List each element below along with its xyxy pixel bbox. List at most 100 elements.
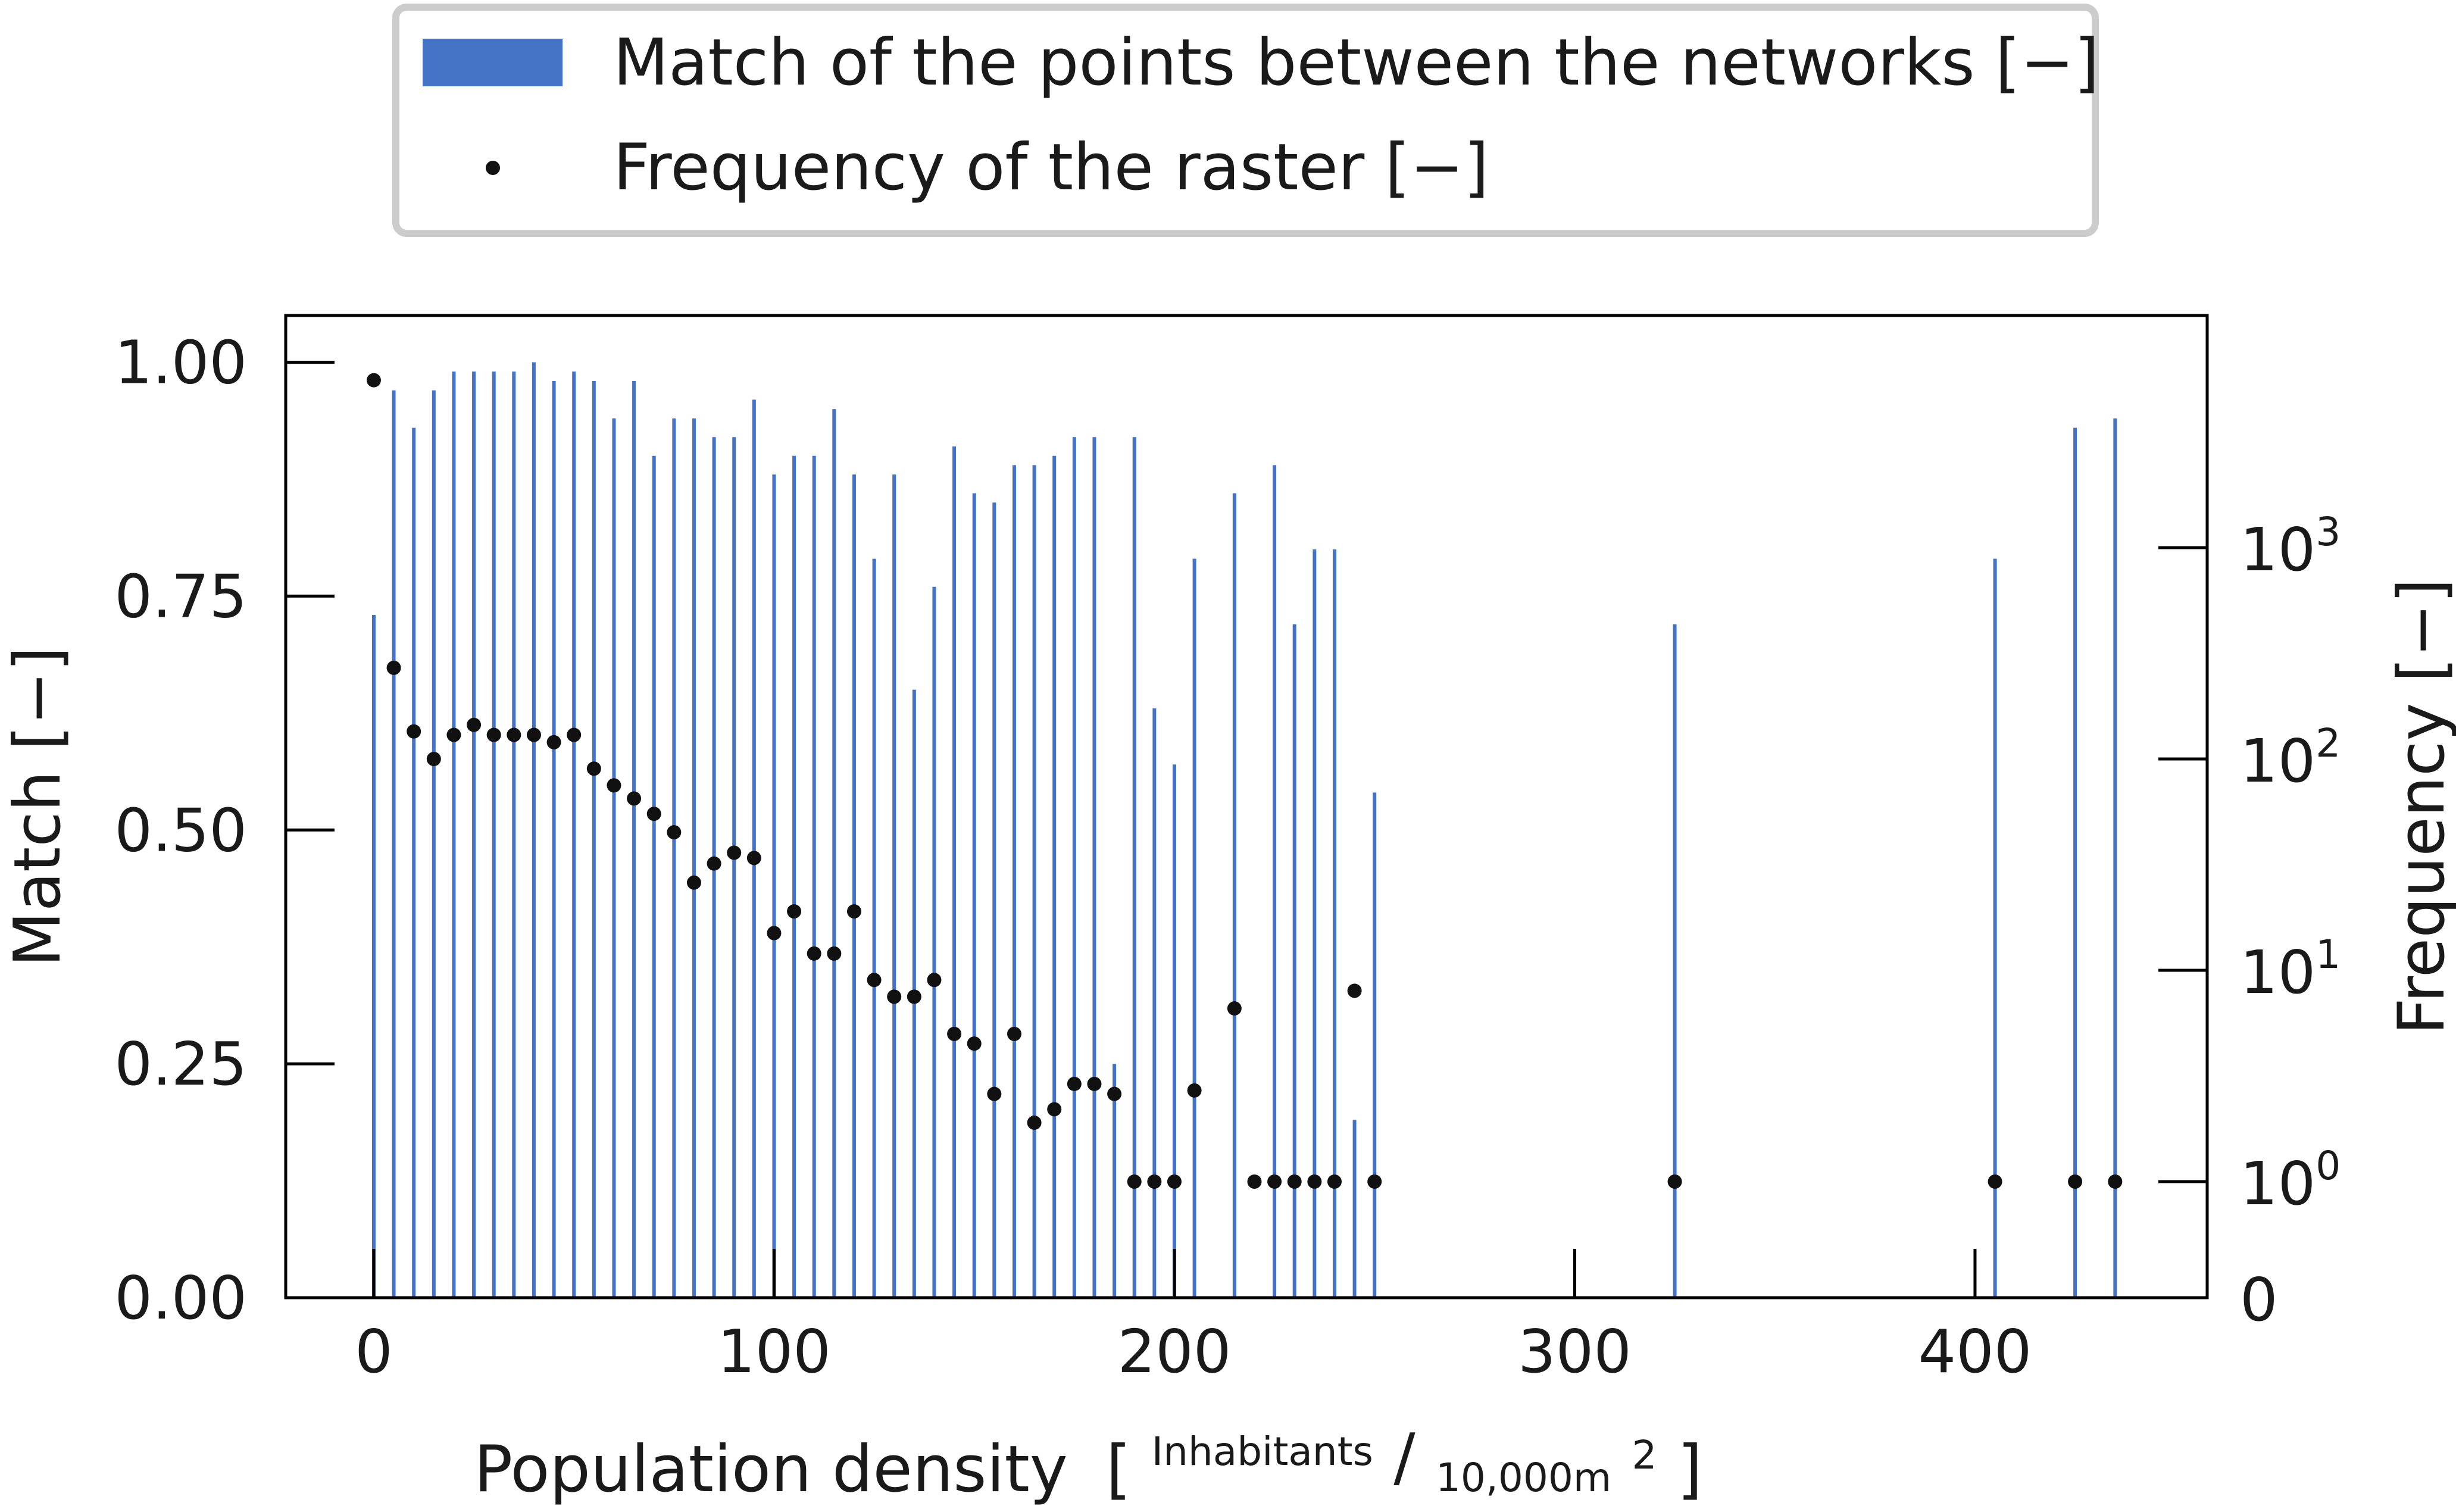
x-axis-title-bracket-open: [ — [1106, 1432, 1131, 1507]
legend-dot-swatch — [486, 161, 500, 175]
y-tick-label: 0.00 — [114, 1263, 247, 1333]
right-tick-label: 102 — [2240, 720, 2341, 796]
right-tick-exponent: 0 — [2316, 1143, 2341, 1189]
dot — [646, 807, 661, 821]
dot — [2068, 1174, 2083, 1189]
y-axis-left: 0.00 0.25 0.50 0.75 1.00 — [114, 328, 335, 1333]
dot — [1667, 1174, 1682, 1189]
bars-group — [371, 362, 2117, 1298]
dot — [907, 989, 921, 1004]
dot — [746, 851, 761, 866]
dot — [846, 904, 861, 919]
y-axis-title-right: Frequency [−] — [2385, 578, 2456, 1035]
x-axis-title-bracket-close: ] — [1677, 1432, 1702, 1507]
dot — [987, 1086, 1002, 1101]
x-axis-title-numerator: Inhabitants — [1152, 1429, 1373, 1474]
dot — [1127, 1174, 1142, 1189]
x-tick-label: 100 — [717, 1317, 831, 1386]
dot — [1327, 1174, 1342, 1189]
x-axis-title: Population density [ Inhabitants / 10,00… — [474, 1406, 1702, 1507]
dot — [446, 727, 461, 742]
dot — [366, 373, 381, 388]
right-tick-base: 10 — [2240, 1149, 2316, 1219]
dots-group — [366, 373, 2123, 1189]
legend-bar-swatch — [423, 39, 563, 86]
dot — [467, 717, 482, 732]
dot — [1087, 1076, 1102, 1091]
dot — [887, 989, 902, 1004]
right-tick-label: 101 — [2240, 932, 2341, 1007]
dot — [426, 752, 441, 766]
dot — [1047, 1102, 1062, 1117]
dot — [727, 845, 742, 860]
y-axis-title-left: Match [−] — [1, 646, 75, 967]
dot — [407, 724, 421, 739]
dot — [1307, 1174, 1322, 1189]
dot — [567, 727, 582, 742]
right-tick-base: 10 — [2240, 515, 2316, 585]
dot — [627, 791, 642, 806]
dot — [686, 875, 701, 890]
dot — [1227, 1001, 1242, 1016]
dot — [867, 973, 882, 988]
dot — [1107, 1086, 1122, 1101]
dot — [927, 973, 942, 988]
dot — [607, 778, 621, 793]
legend-dot-label: Frequency of the raster [−] — [613, 130, 1489, 205]
y-tick-label: 0.25 — [114, 1029, 247, 1099]
x-tick-label: 300 — [1518, 1317, 1632, 1386]
dot — [947, 1026, 962, 1041]
x-tick-label: 400 — [1918, 1317, 2032, 1386]
x-tick-label: 0 — [355, 1317, 393, 1386]
right-tick-exponent: 2 — [2316, 720, 2341, 766]
right-tick-base: 10 — [2240, 938, 2316, 1007]
dot — [507, 727, 521, 742]
legend-bar-label: Match of the points between the networks… — [613, 26, 2099, 100]
dot — [1027, 1116, 1042, 1130]
dot — [1267, 1174, 1282, 1189]
right-tick-exponent: 1 — [2316, 932, 2341, 977]
right-tick-label: 103 — [2240, 509, 2341, 585]
dot — [486, 727, 501, 742]
x-tick-label: 200 — [1118, 1317, 1232, 1386]
x-axis-title-exponent: 2 — [1632, 1432, 1657, 1478]
right-tick-base: 0 — [2240, 1265, 2278, 1335]
dot — [386, 660, 401, 675]
dot — [1067, 1076, 1082, 1091]
dot — [707, 856, 721, 871]
dot — [1247, 1174, 1262, 1189]
y-tick-label: 0.75 — [114, 561, 247, 631]
dot — [787, 904, 802, 919]
dot — [2108, 1174, 2123, 1189]
dot — [1347, 983, 1362, 998]
dot — [526, 727, 541, 742]
right-tick-base: 10 — [2240, 726, 2316, 796]
dot — [1367, 1174, 1382, 1189]
dot — [546, 735, 561, 749]
right-tick-exponent: 3 — [2316, 509, 2341, 555]
dot — [1007, 1026, 1021, 1041]
y-tick-label: 0.50 — [114, 795, 247, 865]
x-axis-title-denominator: 10,000m — [1436, 1455, 1611, 1501]
dot — [667, 825, 682, 840]
x-axis: 0 100 200 300 400 — [355, 1249, 2032, 1386]
dot — [586, 761, 601, 776]
legend-box — [392, 4, 2099, 237]
dot — [1167, 1174, 1182, 1189]
y-tick-label: 1.00 — [114, 328, 247, 398]
right-tick-label: 0 — [2240, 1265, 2278, 1335]
right-tick-label: 100 — [2240, 1143, 2341, 1219]
dot — [1287, 1174, 1302, 1189]
x-axis-title-slash: / — [1393, 1420, 1416, 1495]
plot-frame — [284, 314, 2209, 1299]
dot — [1147, 1174, 1162, 1189]
legend: Match of the points between the networks… — [392, 4, 2099, 237]
dot — [767, 926, 782, 941]
x-axis-title-main: Population density — [474, 1432, 1068, 1507]
dot — [967, 1036, 982, 1051]
dot — [827, 946, 842, 961]
dot — [1988, 1174, 2002, 1189]
dot — [807, 946, 821, 961]
